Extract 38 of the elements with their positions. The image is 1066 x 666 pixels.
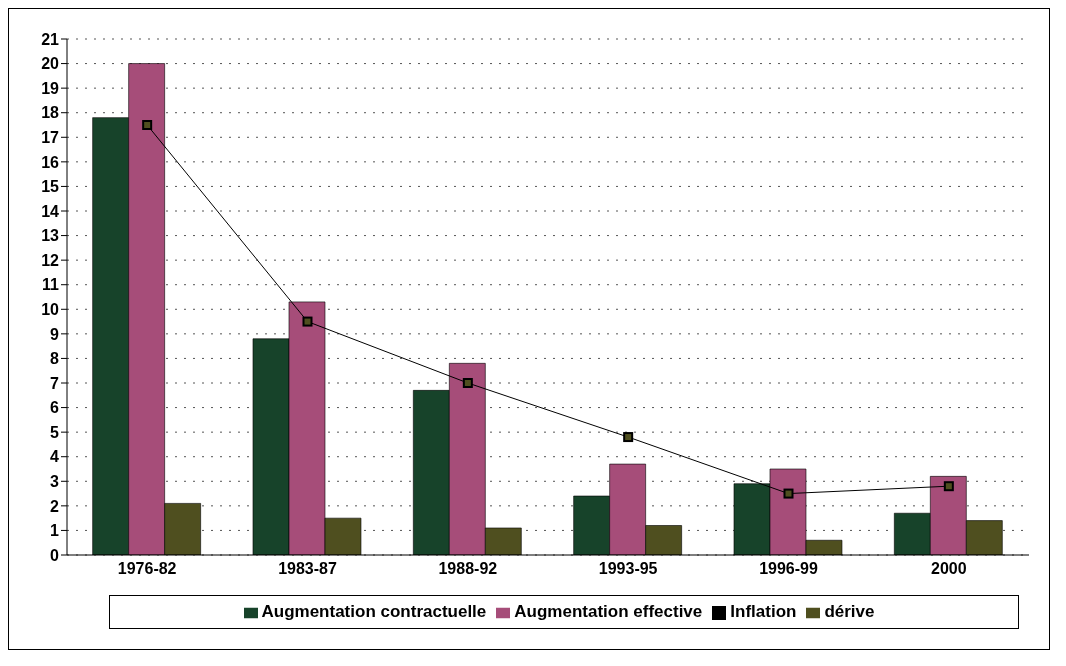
x-tick-label: 1988-92 [438,560,498,578]
y-tick-label: 8 [50,350,60,368]
y-tick-label: 9 [50,325,60,343]
y-tick-label: 16 [41,153,60,171]
legend-label: dérive [824,602,875,621]
x-tick-label: 2000 [931,560,967,578]
y-tick-label: 18 [41,104,60,122]
y-tick-label: 12 [41,251,60,269]
point [943,481,954,492]
x-tick-label: 1976-82 [117,560,177,578]
y-tick-label: 10 [41,300,60,318]
x-tick-label: 1983-87 [278,560,337,578]
y-tick-label: 1 [50,522,60,540]
point [623,432,634,443]
y-tick-label: 20 [41,55,60,73]
y-tick-label: 2 [50,497,60,515]
y-tick-label: 6 [50,399,60,417]
point [462,378,473,388]
y-tick-label: 11 [42,276,60,294]
y-tick-label: 5 [50,423,60,441]
legend-label: Inflation [730,602,797,621]
y-tick-label: 4 [50,448,60,466]
y-tick-label: 7 [50,374,60,392]
y-tick-label: 14 [41,202,60,220]
y-tick-label: 0 [50,546,60,564]
legend-label: Augmentation contractuelle [261,602,487,621]
x-tick-label: 1996-99 [759,560,818,578]
y-tick-label: 19 [41,79,60,97]
y-tick-label: 21 [41,30,60,48]
legend-label: Augmentation effective [514,602,703,621]
y-tick-label: 17 [41,128,60,146]
x-tick-label: 1993-95 [598,560,658,578]
point [302,316,313,327]
point [783,488,794,499]
y-tick-label: 3 [50,472,60,490]
point [142,120,153,130]
y-tick-label: 13 [41,227,60,245]
y-tick-label: 15 [41,178,60,196]
